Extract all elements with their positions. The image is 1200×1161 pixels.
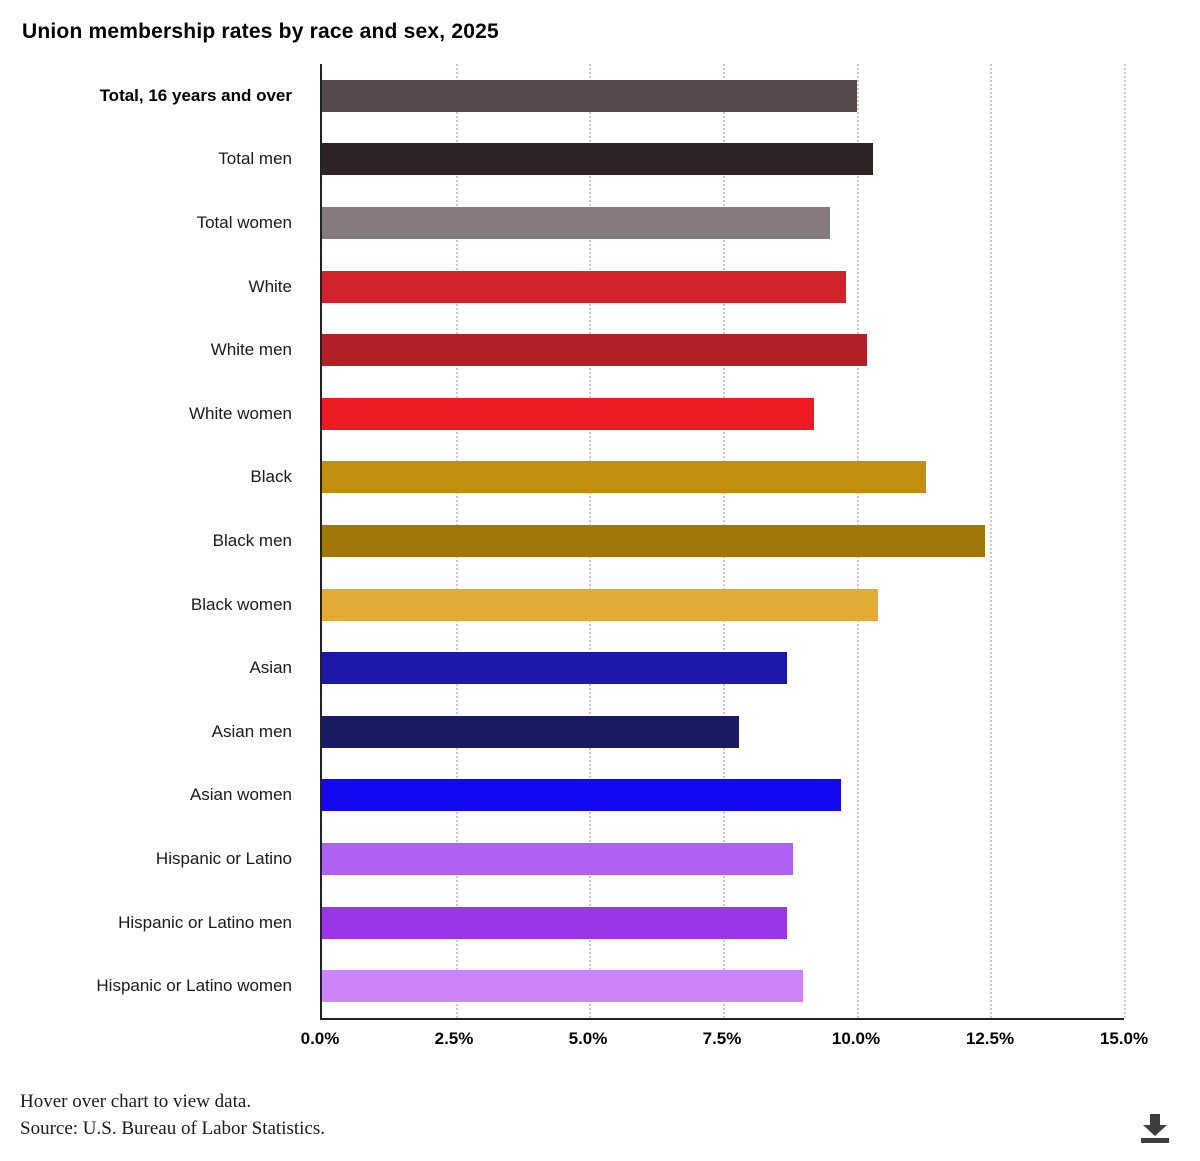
category-label: Hispanic or Latino men [118, 912, 292, 932]
bar[interactable] [322, 524, 985, 557]
x-axis: 0.0% 2.5% 5.0% 7.5% 10.0% 12.5% 15.0% [301, 1020, 1148, 1064]
bar-track [322, 827, 1124, 891]
hover-hint: Hover over chart to view data. [20, 1090, 252, 1112]
bar[interactable] [322, 334, 868, 367]
category-label: Asian [249, 658, 292, 678]
bar[interactable] [322, 461, 927, 494]
plot-area [320, 64, 1126, 1020]
bar[interactable] [322, 842, 793, 875]
bar[interactable] [322, 652, 788, 685]
bar[interactable] [322, 588, 879, 621]
bar[interactable] [322, 970, 804, 1003]
x-tick-label: 15.0% [1099, 1028, 1149, 1048]
bar-track [322, 382, 1124, 446]
bar-track [322, 64, 1124, 128]
bar[interactable] [322, 79, 857, 112]
bar[interactable] [322, 906, 788, 939]
x-tick-label: 5.0% [568, 1028, 608, 1048]
download-icon [1141, 1114, 1169, 1143]
gridline [1124, 64, 1126, 1018]
category-label: Asian women [189, 785, 292, 805]
bar-track [322, 700, 1124, 764]
bar-track [322, 446, 1124, 510]
bar-track [322, 764, 1124, 828]
category-label: Asian men [211, 721, 292, 741]
category-label: Total men [218, 149, 292, 169]
gridline [990, 64, 993, 1018]
category-label: Total women [196, 212, 292, 232]
bar-track [322, 255, 1124, 319]
category-label: White [248, 276, 292, 296]
bar-track [322, 636, 1124, 700]
page-title: Union membership rates by race and sex, … [22, 20, 499, 43]
category-label: Hispanic or Latino [155, 848, 292, 868]
download-button[interactable] [1134, 1109, 1176, 1147]
category-label: Total, 16 years and over [99, 85, 292, 105]
category-label: Hispanic or Latino women [96, 976, 292, 996]
category-label: Black [250, 467, 292, 487]
category-label: Black women [190, 594, 292, 614]
x-tick-label: 2.5% [434, 1028, 474, 1048]
bar[interactable] [322, 397, 814, 430]
bar-track [322, 191, 1124, 255]
bar-track [322, 954, 1124, 1018]
bar-track [322, 509, 1124, 573]
source-text: Source: U.S. Bureau of Labor Statistics. [20, 1118, 326, 1140]
bar[interactable] [322, 779, 841, 812]
x-tick-label: 12.5% [965, 1028, 1015, 1048]
bar[interactable] [322, 143, 873, 176]
category-label: Black men [212, 530, 292, 550]
bar[interactable] [322, 206, 830, 239]
bar[interactable] [322, 270, 846, 303]
x-tick-label: 7.5% [702, 1028, 742, 1048]
bar-chart: Total, 16 years and over Total men Total w… [20, 64, 1126, 1020]
category-label: White men [210, 340, 292, 360]
category-label: White women [189, 403, 292, 423]
bar-track [322, 318, 1124, 382]
x-tick-label: 10.0% [831, 1028, 881, 1048]
bar-track [322, 891, 1124, 955]
x-tick-label: 0.0% [300, 1028, 340, 1048]
bar-track [322, 128, 1124, 192]
bar[interactable] [322, 715, 740, 748]
bar-track [322, 573, 1124, 637]
chart-footer: Hover over chart to view data. Source: U… [20, 1088, 1180, 1143]
y-axis-labels: Total, 16 years and over Total men Total w… [20, 64, 320, 1020]
